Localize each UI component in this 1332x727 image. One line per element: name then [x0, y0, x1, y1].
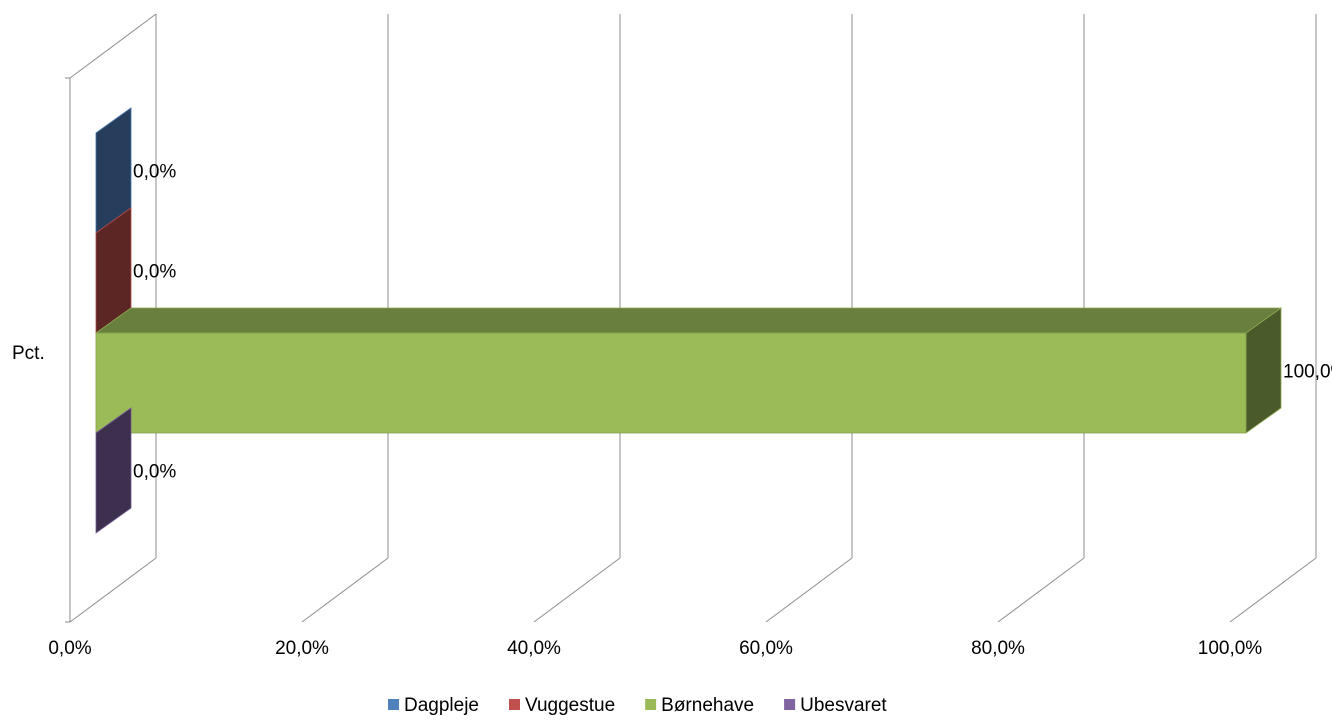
data-label-ubesvaret: 0,0%	[133, 462, 176, 483]
x-tick-label: 20,0%	[275, 638, 329, 659]
bar-dagpleje	[95, 107, 132, 234]
bar-end-face	[95, 407, 132, 534]
bar-børnehave	[94, 307, 1283, 434]
legend-item-børnehave: Børnehave	[645, 695, 754, 716]
data-label-vuggestue: 0,0%	[133, 262, 176, 283]
category-label: Pct.	[12, 343, 45, 364]
x-tick-label: 0,0%	[48, 638, 91, 659]
data-label-dagpleje: 0,0%	[133, 162, 176, 183]
bar-front-face	[95, 332, 1247, 434]
labels: 0,0% 20,0% 40,0% 60,0% 80,0% 100,0% 0,0% 0,0% 10…	[12, 162, 1332, 660]
gridline-floor	[997, 557, 1085, 623]
legend-label: Ubesvaret	[800, 695, 887, 716]
bar-ubesvaret	[95, 407, 132, 534]
legend-item-vuggestue: Vuggestue	[509, 695, 615, 716]
gridline-floor	[533, 557, 621, 623]
bars	[94, 107, 1283, 534]
x-tick-label: 100,0%	[1198, 638, 1263, 659]
legend-label: Vuggestue	[525, 695, 615, 716]
x-tick-label: 60,0%	[739, 638, 793, 659]
x-tick-label: 80,0%	[971, 638, 1025, 659]
x-tick-label: 40,0%	[507, 638, 561, 659]
legend-swatch	[388, 699, 399, 710]
legend-label: Dagpleje	[404, 695, 479, 716]
legend-label: Børnehave	[661, 695, 754, 716]
wall-edge-top	[69, 13, 157, 79]
legend: Dagpleje Vuggestue Børnehave Ubesvaret	[388, 695, 887, 716]
gridline-floor	[765, 557, 853, 623]
data-label-børnehave: 100,0%	[1283, 362, 1332, 383]
legend-swatch	[509, 699, 520, 710]
gridline-floor	[301, 557, 389, 623]
legend-item-ubesvaret: Ubesvaret	[784, 695, 887, 716]
legend-swatch	[645, 699, 657, 710]
legend-item-dagpleje: Dagpleje	[388, 695, 479, 716]
gridline-floor	[69, 557, 157, 623]
legend-swatch	[784, 699, 796, 710]
bar-top-face	[94, 307, 1283, 334]
gridlines	[65, 13, 1317, 623]
gridline-floor	[1229, 557, 1317, 623]
